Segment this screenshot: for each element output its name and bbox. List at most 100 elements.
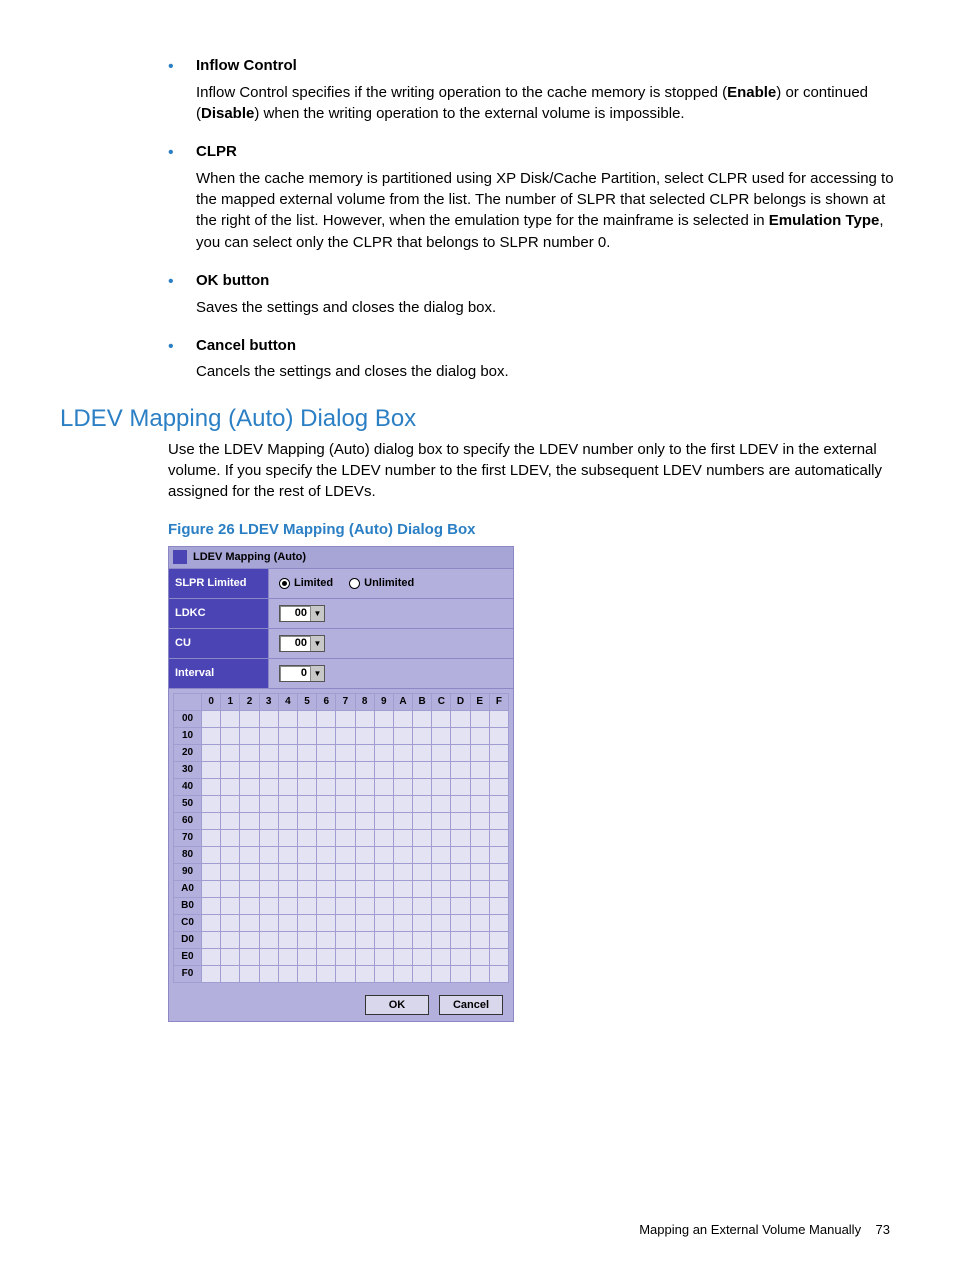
grid-cell[interactable]	[297, 795, 316, 812]
grid-cell[interactable]	[240, 965, 259, 982]
grid-cell[interactable]	[221, 744, 240, 761]
grid-cell[interactable]	[317, 897, 336, 914]
grid-cell[interactable]	[278, 727, 297, 744]
grid-cell[interactable]	[374, 863, 393, 880]
grid-cell[interactable]	[413, 863, 432, 880]
grid-cell[interactable]	[240, 829, 259, 846]
grid-cell[interactable]	[259, 829, 278, 846]
grid-cell[interactable]	[432, 846, 451, 863]
grid-cell[interactable]	[413, 846, 432, 863]
grid-cell[interactable]	[259, 897, 278, 914]
grid-cell[interactable]	[393, 778, 412, 795]
grid-cell[interactable]	[393, 795, 412, 812]
grid-cell[interactable]	[278, 931, 297, 948]
grid-cell[interactable]	[297, 829, 316, 846]
grid-cell[interactable]	[278, 710, 297, 727]
grid-cell[interactable]	[451, 914, 470, 931]
grid-cell[interactable]	[489, 710, 508, 727]
grid-cell[interactable]	[202, 795, 221, 812]
grid-cell[interactable]	[374, 948, 393, 965]
grid-cell[interactable]	[278, 778, 297, 795]
grid-cell[interactable]	[336, 965, 355, 982]
grid-cell[interactable]	[297, 727, 316, 744]
grid-cell[interactable]	[297, 965, 316, 982]
grid-cell[interactable]	[393, 914, 412, 931]
grid-cell[interactable]	[202, 846, 221, 863]
grid-cell[interactable]	[259, 744, 278, 761]
grid-cell[interactable]	[317, 948, 336, 965]
grid-cell[interactable]	[278, 846, 297, 863]
grid-cell[interactable]	[489, 829, 508, 846]
grid-cell[interactable]	[336, 710, 355, 727]
grid-cell[interactable]	[355, 710, 374, 727]
grid-cell[interactable]	[221, 863, 240, 880]
grid-cell[interactable]	[297, 863, 316, 880]
grid-cell[interactable]	[297, 914, 316, 931]
grid-cell[interactable]	[355, 812, 374, 829]
grid-cell[interactable]	[240, 948, 259, 965]
grid-cell[interactable]	[278, 812, 297, 829]
grid-cell[interactable]	[451, 965, 470, 982]
grid-cell[interactable]	[202, 761, 221, 778]
grid-cell[interactable]	[413, 812, 432, 829]
grid-cell[interactable]	[317, 931, 336, 948]
grid-cell[interactable]	[336, 744, 355, 761]
grid-cell[interactable]	[202, 965, 221, 982]
grid-cell[interactable]	[259, 931, 278, 948]
grid-cell[interactable]	[432, 812, 451, 829]
grid-cell[interactable]	[336, 948, 355, 965]
grid-cell[interactable]	[221, 914, 240, 931]
grid-cell[interactable]	[374, 710, 393, 727]
grid-cell[interactable]	[202, 931, 221, 948]
grid-cell[interactable]	[221, 948, 240, 965]
grid-cell[interactable]	[336, 897, 355, 914]
grid-cell[interactable]	[317, 795, 336, 812]
grid-cell[interactable]	[202, 948, 221, 965]
grid-cell[interactable]	[202, 897, 221, 914]
grid-cell[interactable]	[221, 880, 240, 897]
grid-cell[interactable]	[221, 710, 240, 727]
grid-cell[interactable]	[317, 778, 336, 795]
grid-cell[interactable]	[489, 914, 508, 931]
grid-cell[interactable]	[278, 829, 297, 846]
grid-cell[interactable]	[221, 795, 240, 812]
grid-cell[interactable]	[393, 761, 412, 778]
grid-cell[interactable]	[336, 761, 355, 778]
grid-cell[interactable]	[413, 965, 432, 982]
unlimited-radio[interactable]: Unlimited	[349, 577, 414, 589]
grid-cell[interactable]	[489, 880, 508, 897]
grid-cell[interactable]	[413, 710, 432, 727]
grid-cell[interactable]	[374, 812, 393, 829]
grid-cell[interactable]	[240, 761, 259, 778]
grid-cell[interactable]	[240, 744, 259, 761]
grid-cell[interactable]	[355, 829, 374, 846]
grid-cell[interactable]	[317, 829, 336, 846]
grid-cell[interactable]	[297, 897, 316, 914]
grid-cell[interactable]	[317, 761, 336, 778]
grid-cell[interactable]	[297, 812, 316, 829]
grid-cell[interactable]	[393, 812, 412, 829]
grid-cell[interactable]	[259, 914, 278, 931]
grid-cell[interactable]	[355, 846, 374, 863]
grid-cell[interactable]	[374, 914, 393, 931]
ldkc-select[interactable]: 00 ▼	[279, 605, 325, 622]
limited-radio[interactable]: Limited	[279, 577, 333, 589]
grid-cell[interactable]	[393, 727, 412, 744]
grid-cell[interactable]	[278, 744, 297, 761]
grid-cell[interactable]	[413, 761, 432, 778]
grid-cell[interactable]	[374, 727, 393, 744]
grid-cell[interactable]	[413, 880, 432, 897]
grid-cell[interactable]	[240, 914, 259, 931]
grid-cell[interactable]	[259, 727, 278, 744]
grid-cell[interactable]	[393, 897, 412, 914]
grid-cell[interactable]	[317, 812, 336, 829]
grid-cell[interactable]	[355, 880, 374, 897]
grid-cell[interactable]	[432, 761, 451, 778]
grid-cell[interactable]	[451, 829, 470, 846]
grid-cell[interactable]	[413, 727, 432, 744]
grid-cell[interactable]	[297, 846, 316, 863]
grid-cell[interactable]	[221, 812, 240, 829]
grid-cell[interactable]	[470, 812, 489, 829]
grid-cell[interactable]	[432, 727, 451, 744]
grid-cell[interactable]	[240, 812, 259, 829]
